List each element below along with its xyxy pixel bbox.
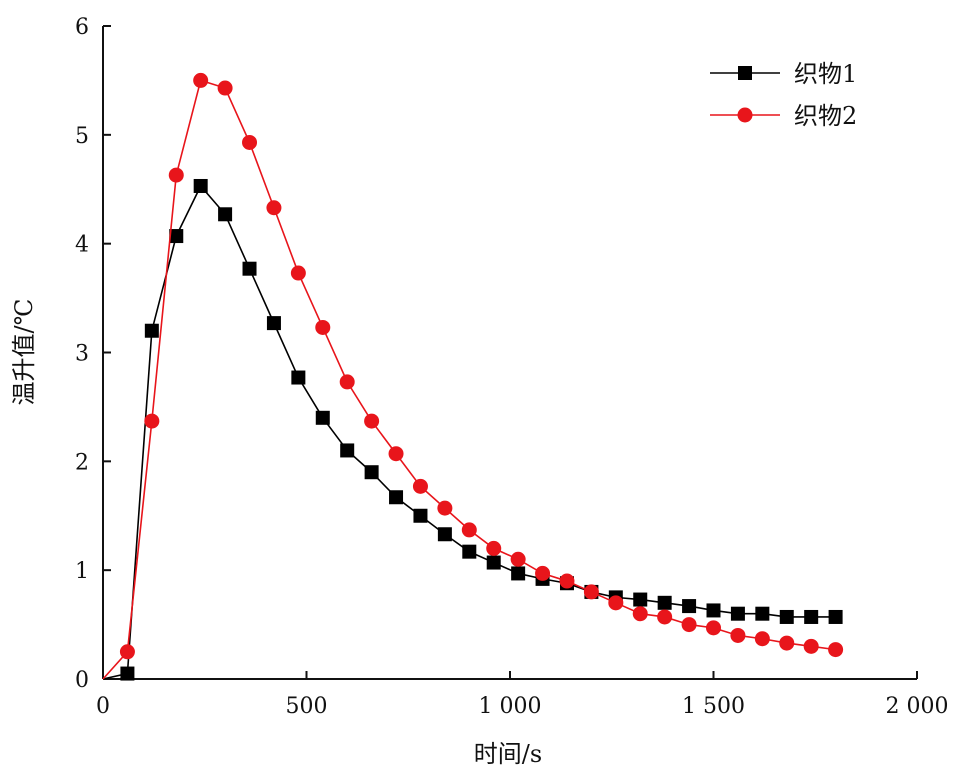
series-1-line [102,184,836,680]
series-2-point [437,500,453,516]
series-1 [102,178,843,681]
series-1-point [291,370,306,385]
series-1-point [340,443,355,458]
series-2-point [828,642,844,658]
series-1-point [486,555,501,570]
series-1-point [462,544,477,559]
series-2-point [364,413,380,429]
series-2-point [559,573,575,589]
series-2-point [535,565,551,581]
x-tick-label: 1 000 [479,694,542,719]
series-1-point [755,606,770,621]
series-1-point [169,229,184,244]
series-2-point [412,478,428,494]
y-tick-label: 0 [75,668,89,693]
legend-item-1: 织物1 [710,60,857,88]
series-1-point [266,316,281,331]
series-1-point [437,527,452,542]
series-1-point [682,599,697,614]
series-2 [102,72,844,680]
series-1-point [730,606,745,621]
series-2-point [242,134,258,150]
series-2-point [730,627,746,643]
series-2-point [803,638,819,654]
series-2-line [102,79,836,680]
y-tick-label: 1 [75,559,89,584]
series-2-point [315,319,331,335]
series-1-point [657,595,672,610]
series-1-point [511,566,526,581]
series-2-point [193,72,209,88]
series-1-point [120,666,135,681]
y-axis-title: 温升值/℃ [10,299,38,406]
series-1-point [706,603,721,618]
legend-item-2: 织物2 [710,102,857,130]
x-axis-ticks: 0 500 1 000 1 500 2 000 [96,671,948,719]
series-2-point [290,265,306,281]
y-tick-label: 4 [75,233,89,258]
series-layer [102,72,844,681]
series-1-point [804,609,819,624]
series-2-point [144,413,160,429]
legend: 织物1 织物2 [710,60,857,130]
series-1-point [242,261,257,276]
series-2-point [608,595,624,611]
series-2-point [510,551,526,567]
series-2-point [217,80,233,96]
y-tick-label: 3 [75,342,89,367]
series-2-point [388,446,404,462]
series-1-point [315,410,330,425]
series-2-point [706,620,721,636]
series-2-point [486,540,502,556]
series-1-point [218,207,233,222]
series-2-point [779,635,795,651]
series-1-point [389,490,404,505]
series-1-point [779,609,794,624]
series-2-point [681,617,697,633]
series-1-point [144,323,159,338]
y-axis-ticks: 0 1 2 3 4 5 6 [75,15,111,693]
x-tick-label: 500 [286,694,328,719]
series-1-point [633,592,648,607]
series-2-point [583,584,599,600]
legend-swatch-marker [738,66,752,80]
x-tick-label: 2 000 [886,694,949,719]
series-2-point [754,631,770,647]
series-1-point [828,609,843,624]
x-tick-label: 1 500 [682,694,745,719]
legend-swatch-marker [737,107,753,123]
plot-area: 0 500 1 000 1 500 2 000 0 1 2 3 4 5 6 [75,15,948,719]
x-tick-label: 0 [96,694,110,719]
legend-label: 织物2 [794,102,857,130]
series-2-point [339,374,355,390]
y-tick-label: 6 [75,15,89,40]
x-axis-title: 时间/s [474,740,542,768]
series-1-point [193,178,208,193]
series-2-point [632,606,648,622]
series-2-point [168,167,184,183]
series-2-point [461,522,477,538]
legend-label: 织物1 [794,60,857,88]
series-2-point [266,200,282,216]
series-2-point [657,609,673,625]
y-tick-label: 2 [75,450,89,475]
series-1-point [364,465,379,480]
series-1-point [413,508,428,523]
y-tick-label: 5 [75,124,89,149]
series-2-point [119,644,135,660]
